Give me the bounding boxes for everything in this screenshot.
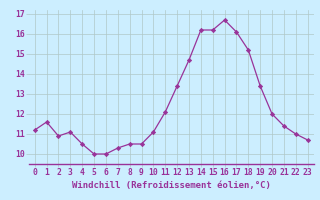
X-axis label: Windchill (Refroidissement éolien,°C): Windchill (Refroidissement éolien,°C) — [72, 181, 271, 190]
